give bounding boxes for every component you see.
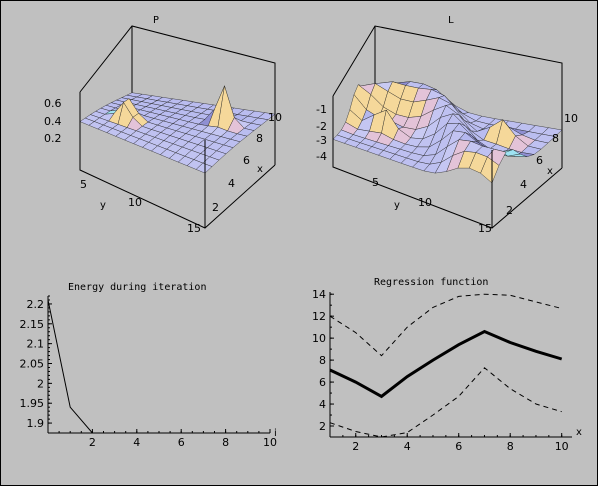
- regression-plot-area: 2 4 6 8 10 2 4 6 8 10 12 14 x: [312, 288, 582, 453]
- plot-L-y-label: y: [394, 200, 400, 211]
- y-tick-label: 1.9: [27, 417, 45, 430]
- regression-plot-title: Regression function: [374, 277, 488, 288]
- plot-P-z-tick: 0.4: [44, 115, 62, 128]
- plot-L-box-front: [332, 96, 563, 229]
- plot-L-surface: [332, 81, 563, 184]
- y-tick-label: 2.1: [27, 338, 45, 351]
- y-tick-label: 14: [312, 288, 326, 301]
- plot-L-x-tick: 4: [520, 178, 527, 191]
- regression-plot: Regression function 2 4 6 8 10 2 4 6 8 10 12 14 x: [312, 277, 582, 453]
- energy-plot-title: Energy during iteration: [68, 282, 206, 293]
- plot-L-x-label: x: [547, 166, 553, 177]
- plot-L-box-back: [332, 25, 563, 168]
- plot-P-x-label: x: [257, 164, 263, 175]
- plot-L-y-tick: 15: [478, 222, 492, 235]
- y-tick-label: 2: [37, 377, 44, 390]
- x-tick-label: 10: [555, 440, 569, 453]
- plot-P-x-tick: 10: [268, 111, 282, 124]
- x-tick-label: 10: [263, 436, 277, 449]
- surface-plot-L: L -1 -2 -3 -4 5 10 15 y 2 4 6 8 10 x: [316, 15, 578, 235]
- plot-L-title: L: [448, 15, 454, 26]
- plot-P-x-tick: 8: [256, 132, 263, 145]
- plot-P-box-front: [79, 92, 276, 229]
- series-line-2: [329, 293, 562, 357]
- plot-L-x-tick: 2: [506, 204, 513, 217]
- plot-P-surface: [79, 85, 276, 174]
- plot-L-z-tick: -1: [316, 103, 327, 116]
- plot-L-x-tick: 8: [552, 132, 559, 145]
- x-axis-label: i: [274, 428, 277, 439]
- energy-plot: Energy during iteration 2 4 6 8 10 1.9 1.95 2 2.…: [20, 282, 278, 449]
- plot-P-y-label: y: [100, 200, 106, 211]
- plot-L-x-tick: 6: [536, 154, 543, 167]
- surface-plot-P: P 0.6 0.4 0.2 5 10 15 y 2 4 6 8 10 x: [44, 15, 282, 235]
- series-line-1: [47, 299, 270, 434]
- plot-L-z-tick: -3: [316, 134, 327, 147]
- plot-P-y-tick: 5: [80, 178, 87, 191]
- y-tick-label: 4: [319, 398, 326, 411]
- x-tick-label: 4: [404, 440, 411, 453]
- plot-L-y-tick: 5: [372, 176, 379, 189]
- y-tick-label: 1.95: [20, 397, 45, 410]
- plot-P-z-tick: 0.2: [44, 132, 62, 145]
- plot-P-y-tick: 10: [128, 196, 142, 209]
- x-tick-label: 6: [455, 440, 462, 453]
- plot-P-z-tick: 0.6: [44, 97, 62, 110]
- y-tick-label: 6: [319, 376, 326, 389]
- plot-L-z-tick: -2: [316, 120, 327, 133]
- x-axis-label: x: [576, 427, 582, 438]
- plot-P-x-tick: 4: [228, 177, 235, 190]
- plot-L-z-tick: -4: [316, 150, 327, 163]
- surface-patch: [195, 162, 213, 174]
- x-tick-label: 6: [178, 436, 185, 449]
- y-tick-label: 2: [319, 420, 326, 433]
- plot-P-x-tick: 2: [212, 201, 219, 214]
- x-tick-label: 4: [133, 436, 140, 449]
- x-tick-label: 8: [507, 440, 514, 453]
- y-tick-label: 2.15: [20, 318, 45, 331]
- plot-P-ticks: 0.6 0.4 0.2 5 10 15 y 2 4 6 8 10 x: [44, 97, 282, 235]
- y-tick-label: 8: [319, 354, 326, 367]
- x-tick-label: 2: [89, 436, 96, 449]
- y-tick-label: 12: [312, 310, 326, 323]
- plot-P-x-tick: 6: [243, 154, 250, 167]
- plot-P-y-tick: 15: [187, 222, 201, 235]
- energy-plot-area: 2 4 6 8 10 1.9 1.95 2 2.05 2.1 2.15 2.2 i: [20, 295, 277, 449]
- y-tick-label: 2.2: [27, 298, 45, 311]
- plot-L-y-tick: 10: [418, 196, 432, 209]
- plot-L-ticks: -1 -2 -3 -4 5 10 15 y 2 4 6 8 10 x: [316, 103, 578, 235]
- surface-patch: [480, 156, 500, 184]
- plot-P-title: P: [153, 15, 159, 26]
- y-tick-label: 2.05: [20, 358, 45, 371]
- y-tick-label: 10: [312, 332, 326, 345]
- plot-L-x-tick: 10: [564, 112, 578, 125]
- series-line-1: [329, 329, 563, 399]
- series-line-3: [329, 367, 562, 438]
- x-tick-label: 2: [352, 440, 359, 453]
- x-tick-label: 8: [222, 436, 229, 449]
